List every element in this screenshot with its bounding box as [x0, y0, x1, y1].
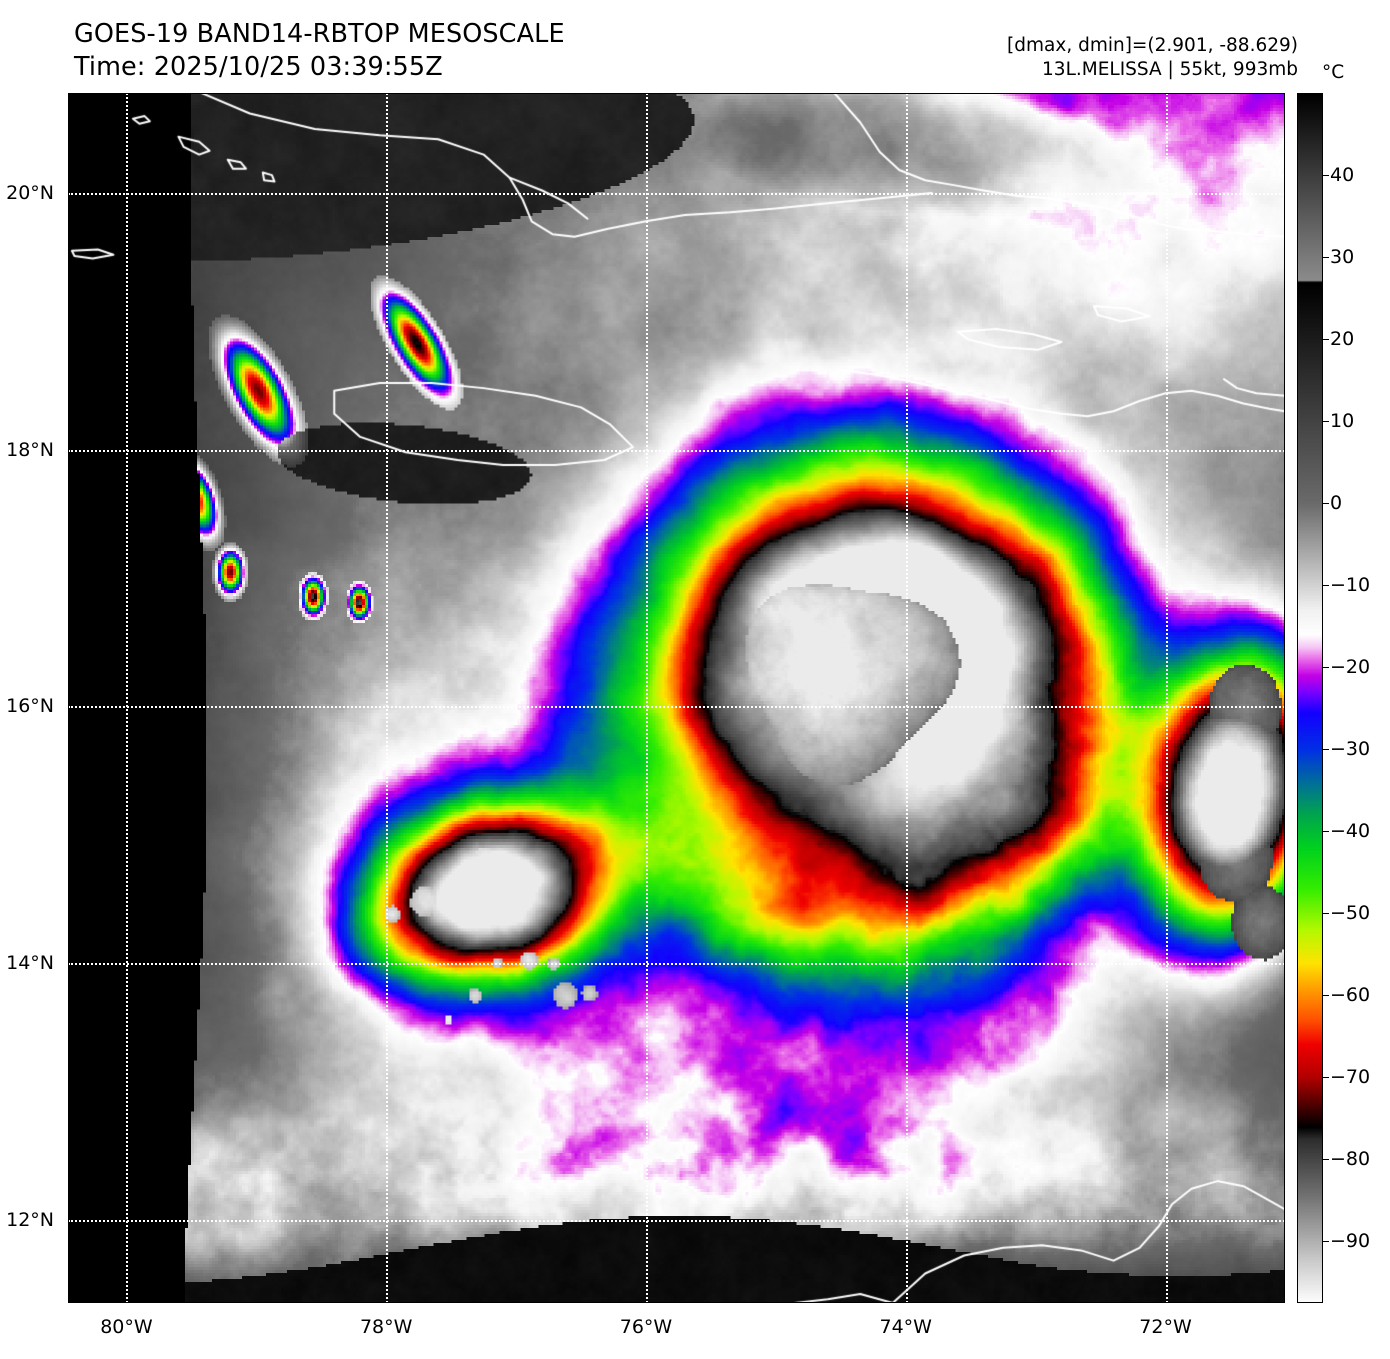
colorbar-tick-mark — [1323, 1077, 1329, 1079]
colorbar-tick-label: −10 — [1330, 574, 1371, 597]
longitude-tick-label: 80°W — [100, 1316, 153, 1338]
colorbar-tick-mark — [1323, 913, 1329, 915]
colorbar-tick-label: 10 — [1330, 410, 1355, 433]
latitude-tick-label: 20°N — [6, 182, 54, 205]
colorbar-tick-label: 0 — [1330, 492, 1343, 515]
colorbar-tick-mark — [1323, 995, 1329, 997]
longitude-tick-label: 78°W — [359, 1316, 413, 1338]
data-range-label: [dmax, dmin]=(2.901, -88.629) — [1007, 35, 1298, 56]
metadata-block: [dmax, dmin]=(2.901, -88.629) 13L.MELISS… — [1007, 34, 1298, 83]
page-title: GOES-19 BAND14-RBTOP MESOSCALE — [74, 19, 565, 49]
colorbar-tick-mark — [1323, 257, 1329, 259]
longitude-tick-label: 74°W — [879, 1316, 932, 1338]
latitude-tick-label: 18°N — [6, 438, 54, 461]
colorbar-gradient — [1297, 93, 1323, 1303]
colorbar-tick-label: −60 — [1330, 984, 1371, 1007]
timestamp-label: Time: 2025/10/25 03:39:55Z — [74, 52, 443, 83]
latitude-tick-label: 14°N — [6, 951, 54, 974]
colorbar-tick-mark — [1323, 667, 1329, 669]
satellite-map-panel[interactable]: Copyright © 2020-2025 Dapiya — [68, 93, 1285, 1303]
colorbar-tick-label: −20 — [1330, 656, 1371, 679]
colorbar-tick-mark — [1323, 1241, 1329, 1243]
coastline-overlay — [68, 93, 1285, 1303]
colorbar-unit-label: °C — [1322, 62, 1345, 83]
colorbar-tick-mark — [1323, 1159, 1329, 1161]
longitude-tick-label: 72°W — [1139, 1316, 1192, 1338]
latitude-tick-label: 12°N — [6, 1208, 54, 1231]
colorbar-tick-label: 40 — [1330, 164, 1355, 187]
longitude-tick-label: 76°W — [619, 1316, 673, 1338]
colorbar-tick-label: −50 — [1330, 902, 1371, 925]
colorbar-tick-label: 30 — [1330, 246, 1355, 269]
colorbar-tick-label: 20 — [1330, 328, 1355, 351]
colorbar-tick-mark — [1323, 339, 1329, 341]
latitude-tick-label: 16°N — [6, 695, 54, 718]
colorbar-tick-mark — [1323, 503, 1329, 505]
colorbar-tick-mark — [1323, 749, 1329, 751]
colorbar[interactable] — [1297, 93, 1323, 1303]
colorbar-tick-mark — [1323, 831, 1329, 833]
colorbar-tick-label: −40 — [1330, 820, 1371, 843]
colorbar-tick-label: −90 — [1330, 1230, 1371, 1253]
colorbar-tick-mark — [1323, 175, 1329, 177]
title-block: GOES-19 BAND14-RBTOP MESOSCALE Time: 202… — [74, 18, 565, 84]
colorbar-tick-mark — [1323, 421, 1329, 423]
storm-info-label: 13L.MELISSA | 55kt, 993mb — [1042, 59, 1298, 81]
colorbar-tick-label: −70 — [1330, 1066, 1371, 1089]
colorbar-tick-mark — [1323, 585, 1329, 587]
colorbar-tick-label: −80 — [1330, 1148, 1371, 1171]
colorbar-tick-label: −30 — [1330, 738, 1371, 761]
